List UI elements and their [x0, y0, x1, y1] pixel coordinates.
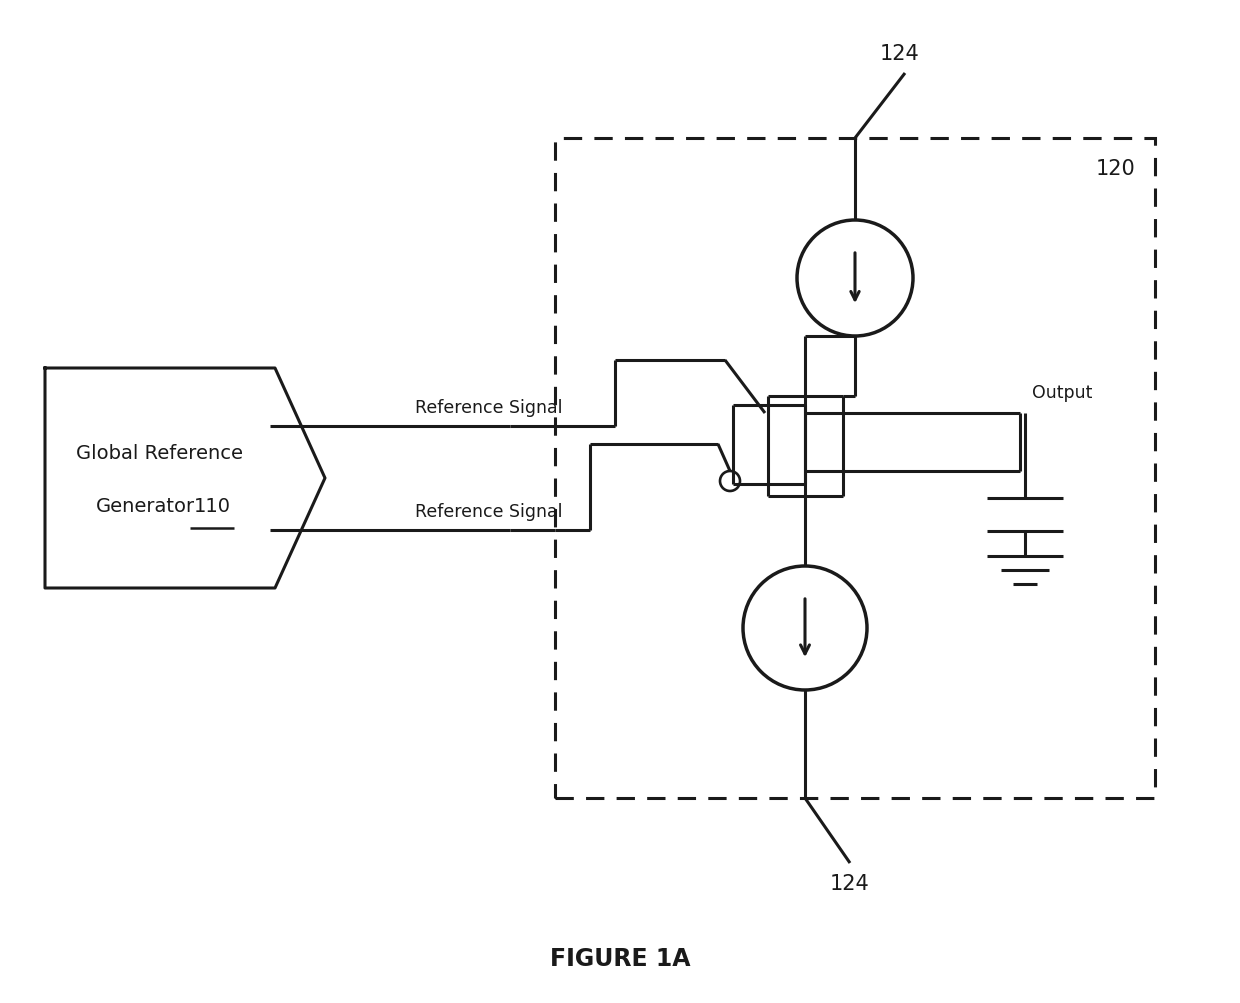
Text: 110: 110 — [193, 497, 231, 516]
Text: Reference Signal: Reference Signal — [415, 503, 563, 521]
Text: 120: 120 — [1095, 158, 1135, 179]
Text: 124: 124 — [880, 44, 920, 64]
Text: FIGURE 1A: FIGURE 1A — [549, 946, 691, 970]
Text: Generator: Generator — [95, 497, 195, 516]
Text: 124: 124 — [830, 874, 870, 893]
Text: Output: Output — [1032, 383, 1092, 401]
Text: Global Reference: Global Reference — [77, 444, 243, 463]
Text: Reference Signal: Reference Signal — [415, 398, 563, 416]
